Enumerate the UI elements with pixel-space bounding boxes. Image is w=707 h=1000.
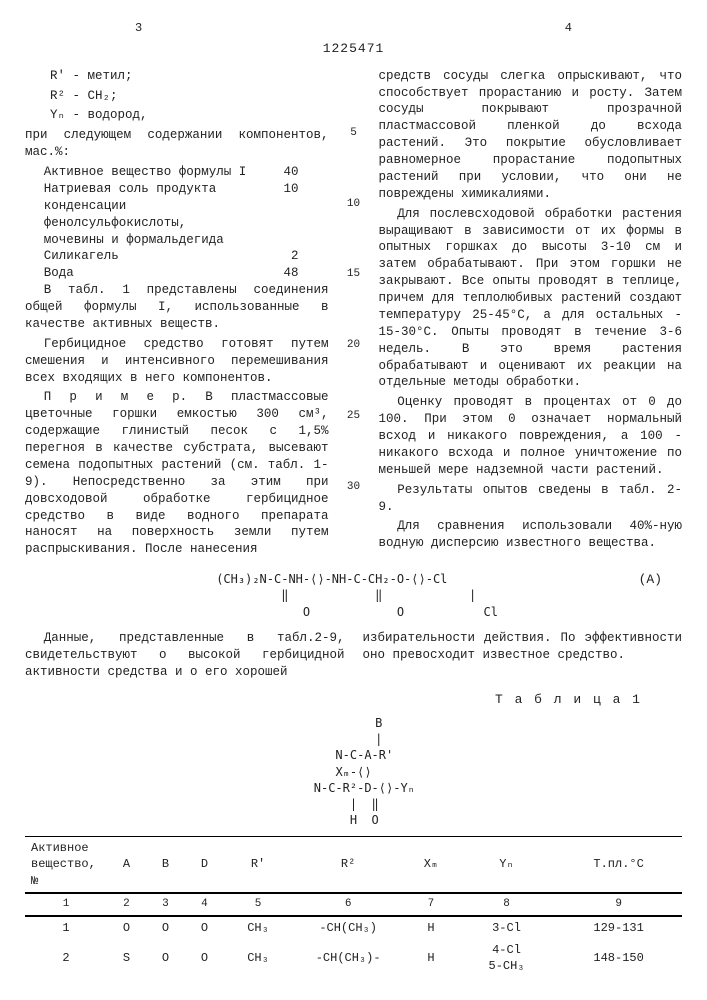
table-cell: O <box>185 916 224 939</box>
table-num-row: 1 2 3 4 5 6 7 8 9 <box>25 893 682 916</box>
component-value: 40 <box>283 164 298 181</box>
table-header: Активное вещество, № <box>25 837 107 893</box>
table-cell: H <box>404 916 458 939</box>
paragraph: П р и м е р. В пластмассовые цветочные г… <box>25 389 329 558</box>
table-header-row: Активное вещество, № A B D R' R² Xₘ Yₙ Т… <box>25 837 682 893</box>
table-header: Yₙ <box>458 837 555 893</box>
component-name: Вода <box>44 265 74 282</box>
structure-a-text: (CH₃)₂N-C-NH-⟨⟩-NH-C-CH₂-O-⟨⟩-Cl ‖ ‖ | O… <box>25 571 682 620</box>
table-row: 1 O O O CH₃ -CH(CH₃) H 3-Cl 129-131 <box>25 916 682 939</box>
paragraph: Оценку проводят в процентах от 0 до 100.… <box>379 394 683 478</box>
intro-line: при следующем содержании компонентов, ма… <box>25 127 329 161</box>
table-cell: O <box>146 916 185 939</box>
table-colnum: 4 <box>185 893 224 916</box>
table-colnum: 5 <box>224 893 292 916</box>
paragraph: Результаты опытов сведены в табл. 2-9. <box>379 482 683 516</box>
right-column: средств сосуды слегка опрыскивают, что с… <box>379 68 683 562</box>
table-header: Т.пл.°С <box>555 837 682 893</box>
table-cell: 4-Cl 5-CH₃ <box>458 939 555 977</box>
table-colnum: 3 <box>146 893 185 916</box>
component-value: 2 <box>291 248 299 265</box>
table-cell: H <box>404 939 458 977</box>
patent-number: 1225471 <box>25 40 682 58</box>
paragraph: В табл. 1 представлены соединения общей … <box>25 282 329 333</box>
table-caption: Т а б л и ц а 1 <box>25 691 642 709</box>
table-cell: 2 <box>25 939 107 977</box>
table-colnum: 6 <box>292 893 404 916</box>
table-header: Xₘ <box>404 837 458 893</box>
table-cell: 148-150 <box>555 939 682 977</box>
component-name: Силикагель <box>44 248 119 265</box>
paragraph: Для сравнения использовали 40%-ную водну… <box>379 518 683 552</box>
formula-def: R' - метил; <box>50 68 329 85</box>
table-cell: CH₃ <box>224 916 292 939</box>
page-col-num-left: 3 <box>135 20 142 36</box>
table-cell: -CH(CH₃)- <box>292 939 404 977</box>
component-list: Активное вещество формулы I 40 Натриевая … <box>44 164 329 282</box>
line-marker: 20 <box>347 338 361 353</box>
chemical-structure-a: (A) (CH₃)₂N-C-NH-⟨⟩-NH-C-CH₂-O-⟨⟩-Cl ‖ ‖… <box>25 571 682 620</box>
line-marker: 10 <box>347 197 361 212</box>
table-header: R² <box>292 837 404 893</box>
table-header: A <box>107 837 146 893</box>
line-marker: 15 <box>347 267 361 282</box>
table-cell: CH₃ <box>224 939 292 977</box>
line-marker: 30 <box>347 480 361 495</box>
table-cell: 129-131 <box>555 916 682 939</box>
line-number-gutter: 5 10 15 20 25 30 <box>347 68 361 562</box>
table-cell: 1 <box>25 916 107 939</box>
table-colnum: 7 <box>404 893 458 916</box>
table-colnum: 2 <box>107 893 146 916</box>
page-col-num-right: 4 <box>565 20 572 36</box>
line-marker: 25 <box>347 409 361 424</box>
paragraph: избирательности действия. По эффективнос… <box>363 630 683 664</box>
formula-def: Yₙ - водород, <box>50 107 329 124</box>
component-value: 10 <box>283 181 298 249</box>
line-marker: 5 <box>347 126 361 141</box>
table-colnum: 1 <box>25 893 107 916</box>
table-cell: 3-Cl <box>458 916 555 939</box>
table-cell: S <box>107 939 146 977</box>
table-header: R' <box>224 837 292 893</box>
table-row: 2 S O O CH₃ -CH(CH₃)- H 4-Cl 5-CH₃ 148-1… <box>25 939 682 977</box>
table-header: B <box>146 837 185 893</box>
paragraph: Для послевсходовой обработки растения вы… <box>379 206 683 392</box>
compound-table: Активное вещество, № A B D R' R² Xₘ Yₙ Т… <box>25 836 682 977</box>
table-cell: O <box>185 939 224 977</box>
paragraph: Гербицидное средство готовят путем смеше… <box>25 336 329 387</box>
paragraph: Данные, представленные в табл.2-9, свиде… <box>25 630 345 681</box>
component-value: 48 <box>283 265 298 282</box>
component-name: Активное вещество формулы I <box>44 164 247 181</box>
mid-left-paragraph: Данные, представленные в табл.2-9, свиде… <box>25 630 345 684</box>
mid-right-paragraph: избирательности действия. По эффективнос… <box>363 630 683 684</box>
structure-label-a: (A) <box>639 571 662 589</box>
table-colnum: 8 <box>458 893 555 916</box>
table-colnum: 9 <box>555 893 682 916</box>
paragraph: средств сосуды слегка опрыскивают, что с… <box>379 68 683 203</box>
table-header: D <box>185 837 224 893</box>
structure-above-table: B | N-C-A-R' Xₘ-⟨⟩ N-C-R²-D-⟨⟩-Yₙ | ‖ H … <box>25 715 682 828</box>
component-name: Натриевая соль продукта конденсации фено… <box>44 181 244 249</box>
left-column: R' - метил; R² - CH₂; Yₙ - водород, при … <box>25 68 329 562</box>
formula-def: R² - CH₂; <box>50 88 329 105</box>
table-cell: O <box>107 916 146 939</box>
table-cell: O <box>146 939 185 977</box>
table-cell: -CH(CH₃) <box>292 916 404 939</box>
